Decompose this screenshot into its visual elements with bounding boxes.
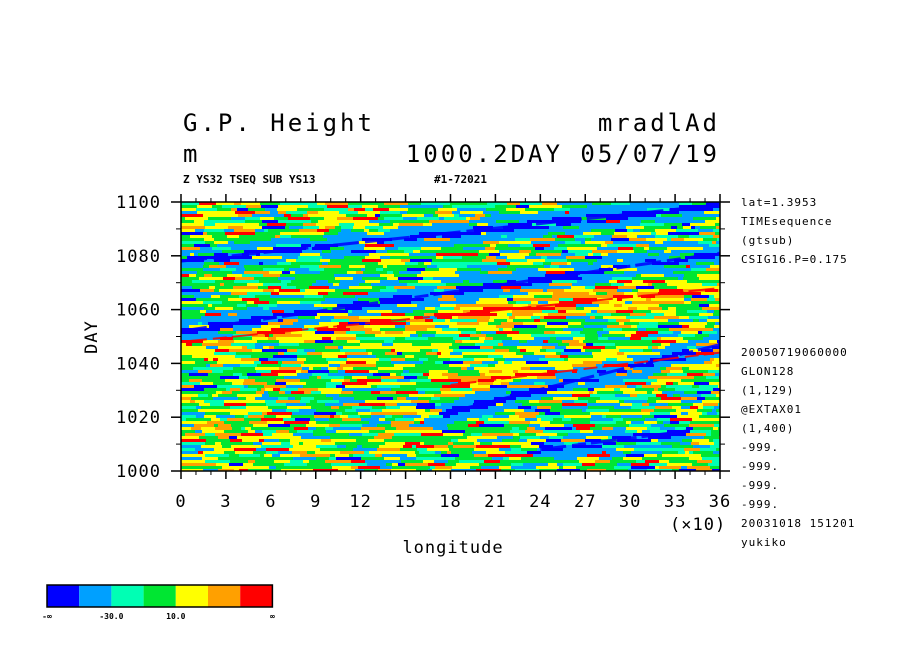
x-tick-label: 9 <box>310 492 321 512</box>
side-info-line: -999. <box>741 498 779 511</box>
sub-label-right: #1-72021 <box>434 173 487 186</box>
side-info-line: 20050719060000 <box>741 346 848 359</box>
x-tick-label: 3 <box>220 492 231 512</box>
colorbar-label: -∞ <box>42 612 52 621</box>
x-tick-label: 36 <box>709 492 731 512</box>
x-tick-label: 15 <box>394 492 416 512</box>
y-tick-label: 1080 <box>116 247 161 267</box>
chart-title: G.P. Height <box>183 109 375 137</box>
side-info-line: -999. <box>741 479 779 492</box>
x-tick-label: 33 <box>664 492 686 512</box>
side-info-top: lat=1.3953 TIMEsequence (gtsub) CSIG16.P=0.… <box>741 196 848 266</box>
x-axis-label: longitude <box>402 538 503 558</box>
colorbar: -∞ -30.0 10.0 ∞ <box>42 584 275 621</box>
colorbar-label: ∞ <box>270 612 275 621</box>
y-tick-label: 1000 <box>116 462 161 482</box>
colorbar-swatch <box>240 585 273 607</box>
x-axis: 0 3 6 9 12 15 18 21 24 27 30 33 36 <box>175 194 731 512</box>
x-tick-label: 12 <box>349 492 371 512</box>
side-info-line: GLON128 <box>741 365 794 378</box>
heatmap-band-2 <box>450 343 720 414</box>
x-tick-label: 18 <box>439 492 461 512</box>
colorbar-frame <box>46 584 274 608</box>
colorbar-label: -30.0 <box>99 612 123 621</box>
colorbar-swatch <box>143 585 176 607</box>
x-tick-label: 30 <box>619 492 641 512</box>
side-info-line: TIMEsequence <box>741 215 832 228</box>
side-info-line: -999. <box>741 441 779 454</box>
sub-label-left: Z YS32 TSEQ SUB YS13 <box>183 173 315 186</box>
side-info-line: (1,400) <box>741 422 794 435</box>
heatmap-band-3 <box>540 429 691 451</box>
x-tick-label: 21 <box>484 492 506 512</box>
heatmap-band-0 <box>181 251 720 333</box>
heatmap-band-1 <box>181 203 720 263</box>
side-info-bottom: 20050719060000 GLON128 (1,129) @EXTAX01 (1,4… <box>741 346 855 549</box>
side-info-line: -999. <box>741 460 779 473</box>
colorbar-swatch <box>79 585 112 607</box>
experiment-name: mradlAd <box>598 109 720 137</box>
unit-label: m <box>183 140 200 168</box>
side-info-line: yukiko <box>741 536 787 549</box>
side-info-line: CSIG16.P=0.175 <box>741 253 848 266</box>
colorbar-swatch <box>175 585 208 607</box>
level-date-label: 1000.2DAY 05/07/19 <box>406 140 720 168</box>
colorbar-swatch <box>208 585 241 607</box>
side-info-line: (1,129) <box>741 384 794 397</box>
y-tick-label: 1020 <box>116 408 161 428</box>
y-tick-label: 1100 <box>116 193 161 213</box>
y-tick-label: 1040 <box>116 354 161 374</box>
side-info-line: 20031018 151201 <box>741 517 855 530</box>
y-tick-label: 1060 <box>116 301 161 321</box>
heatmap-band-4 <box>181 287 720 343</box>
x-tick-label: 0 <box>175 492 186 512</box>
side-info-line: @EXTAX01 <box>741 403 802 416</box>
x-tick-label: 24 <box>529 492 551 512</box>
colorbar-label: 10.0 <box>166 612 185 621</box>
colorbar-swatch <box>47 585 80 607</box>
x-tick-label: 27 <box>574 492 596 512</box>
y-axis: 1000 1020 1040 1060 1080 1100 <box>116 193 730 482</box>
x-multiplier-label: (×10) <box>670 515 726 535</box>
side-info-line: lat=1.3953 <box>741 196 817 209</box>
heatmap-band-5 <box>450 351 720 386</box>
heatmap-plot <box>181 202 720 471</box>
side-info-line: (gtsub) <box>741 234 794 247</box>
x-tick-label: 6 <box>265 492 276 512</box>
y-axis-label: DAY <box>82 320 102 354</box>
colorbar-swatch <box>111 585 144 607</box>
